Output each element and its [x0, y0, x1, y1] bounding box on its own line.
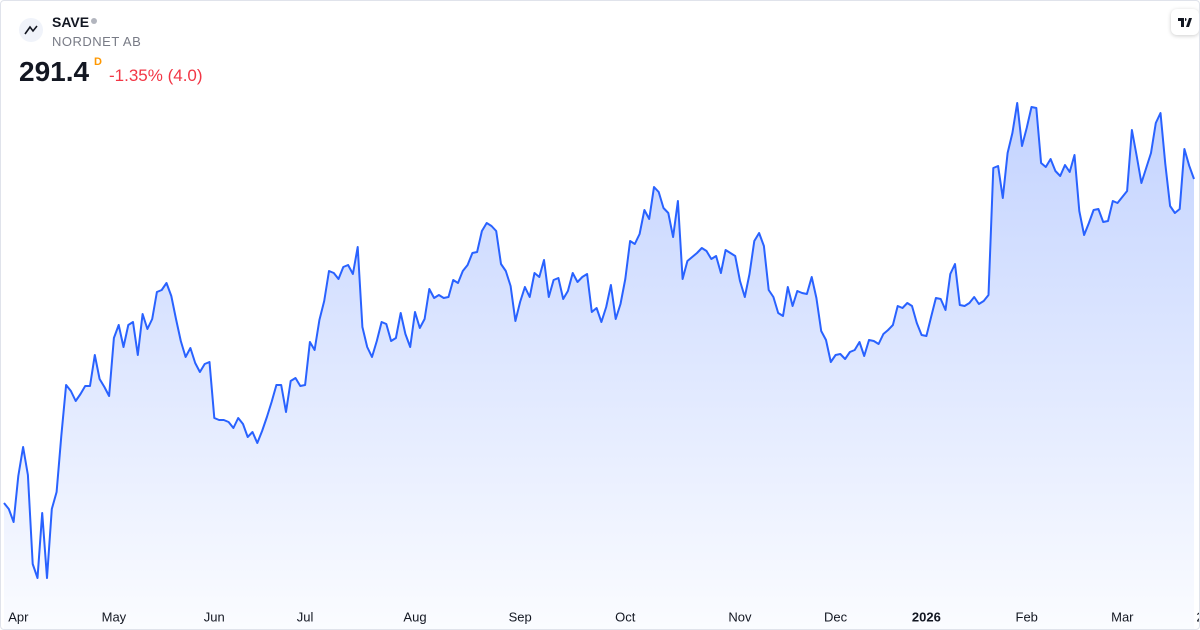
x-tick-label: Aug: [403, 609, 426, 624]
area-fill: [4, 103, 1194, 629]
change: -1.35% (4.0): [109, 66, 203, 85]
symbol[interactable]: SAVE: [52, 14, 90, 30]
x-tick-label: Apr: [8, 609, 29, 624]
price-line: [3, 102, 1195, 579]
status-dot: [91, 18, 97, 24]
x-tick-label: Jul: [297, 609, 314, 624]
price: 291.4: [19, 56, 90, 87]
symbol-logo: [19, 18, 43, 42]
x-tick-label: Jun: [204, 609, 225, 624]
x-tick-label: Feb: [1016, 609, 1038, 624]
interval: D: [94, 56, 102, 68]
x-tick-label: 2026: [912, 609, 941, 624]
exchange: NORDNET AB: [52, 34, 142, 49]
x-tick-label: Mar: [1111, 609, 1134, 624]
x-tick-label: Oct: [615, 609, 636, 624]
x-tick-label: Dec: [824, 609, 848, 624]
x-tick-label: Sep: [509, 609, 532, 624]
tradingview-logo[interactable]: [1171, 9, 1199, 35]
x-tick-label: Nov: [728, 609, 752, 624]
x-tick-label: May: [102, 609, 127, 624]
x-tick-label: 25: [1196, 609, 1199, 624]
